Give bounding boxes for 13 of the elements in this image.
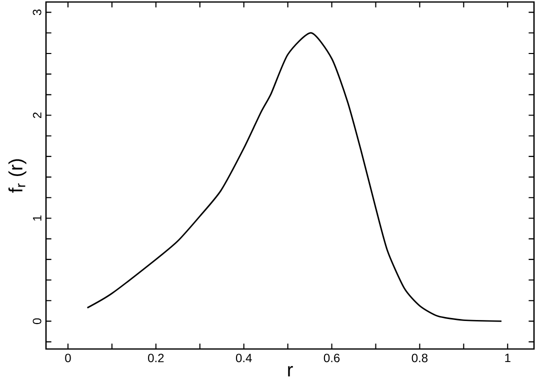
x-tick-label: 0.2 — [148, 354, 164, 362]
y-tick-label: 3 — [32, 9, 42, 16]
y-tick-label: 0 — [32, 318, 42, 324]
x-tick-label: 0 — [65, 354, 71, 362]
x-tick-label: 0.6 — [324, 354, 340, 362]
y-axis-title: f$_{r}$ (r) — [8, 159, 26, 193]
x-tick-label: 0.4 — [236, 354, 252, 362]
line-series — [86, 32, 502, 322]
x-tick-label: 0.8 — [412, 354, 428, 362]
x-tick-label: 1 — [505, 354, 510, 362]
y-tick-label: 1 — [33, 215, 42, 221]
x-axis-title: r — [288, 366, 293, 376]
y-tick-label: 2 — [32, 112, 42, 118]
